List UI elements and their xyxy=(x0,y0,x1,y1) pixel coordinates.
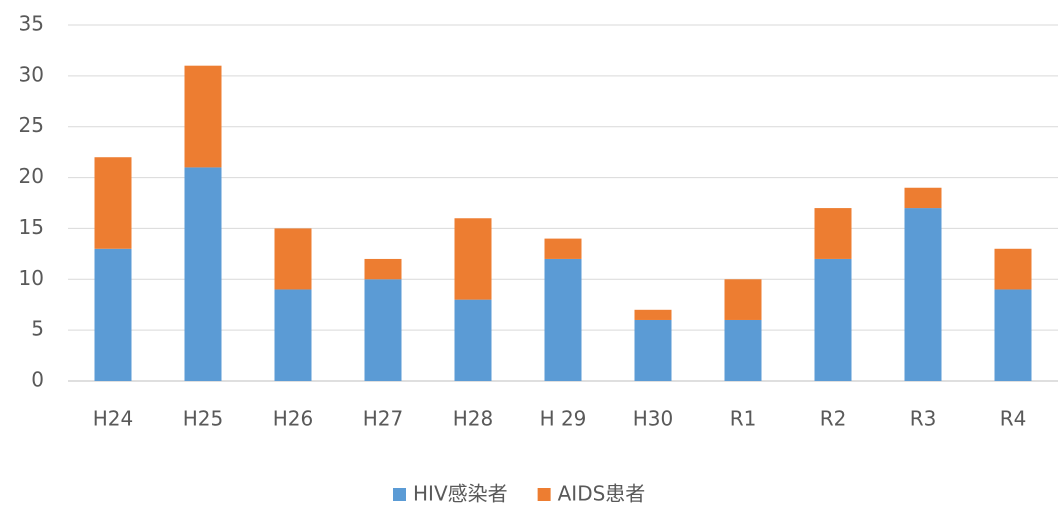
bar-segment xyxy=(994,248,1032,290)
x-tick-label: R4 xyxy=(1000,407,1027,431)
legend-label: HIV感染者 xyxy=(413,482,508,506)
bar-segment xyxy=(634,319,672,381)
bar-segment xyxy=(94,248,132,381)
x-tick-label: H30 xyxy=(633,407,674,431)
bar-segment xyxy=(544,258,582,381)
x-tick-label: R1 xyxy=(730,407,757,431)
bar-segment xyxy=(274,289,312,381)
x-tick-label: R2 xyxy=(820,407,847,431)
legend-swatch xyxy=(393,488,406,501)
x-tick-label: H25 xyxy=(183,407,224,431)
bar-segment xyxy=(994,289,1032,381)
bar-segment xyxy=(724,319,762,381)
x-tick-label: R3 xyxy=(910,407,937,431)
y-tick-label: 35 xyxy=(19,12,44,36)
bar-segment xyxy=(184,167,222,381)
legend-label: AIDS患者 xyxy=(558,482,646,506)
bar-segment xyxy=(544,238,582,259)
legend-swatch xyxy=(537,488,551,501)
bar-segment xyxy=(814,208,852,259)
bar-segment xyxy=(454,218,492,300)
y-tick-label: 10 xyxy=(19,266,44,290)
y-tick-label: 5 xyxy=(31,317,44,341)
y-tick-label: 30 xyxy=(19,62,44,86)
y-tick-label: 25 xyxy=(19,113,44,137)
bar-segment xyxy=(364,258,402,280)
bar-segment xyxy=(904,208,942,381)
y-tick-label: 0 xyxy=(31,368,44,392)
bar-segment xyxy=(364,279,402,381)
bar-segment xyxy=(454,299,492,381)
bar-segment xyxy=(184,65,222,168)
y-tick-label: 20 xyxy=(19,164,44,188)
y-tick-label: 15 xyxy=(19,215,44,239)
bar-segment xyxy=(94,157,132,249)
bar-segment xyxy=(274,228,312,290)
x-tick-label: H24 xyxy=(93,407,134,431)
bar-segment xyxy=(634,309,672,320)
bar-segment xyxy=(814,258,852,381)
bar-segment xyxy=(724,279,762,320)
x-tick-label: H26 xyxy=(273,407,314,431)
bar-segment xyxy=(904,187,942,209)
x-tick-label: H 29 xyxy=(540,407,587,431)
x-tick-label: H28 xyxy=(453,407,494,431)
x-tick-label: H27 xyxy=(363,407,404,431)
